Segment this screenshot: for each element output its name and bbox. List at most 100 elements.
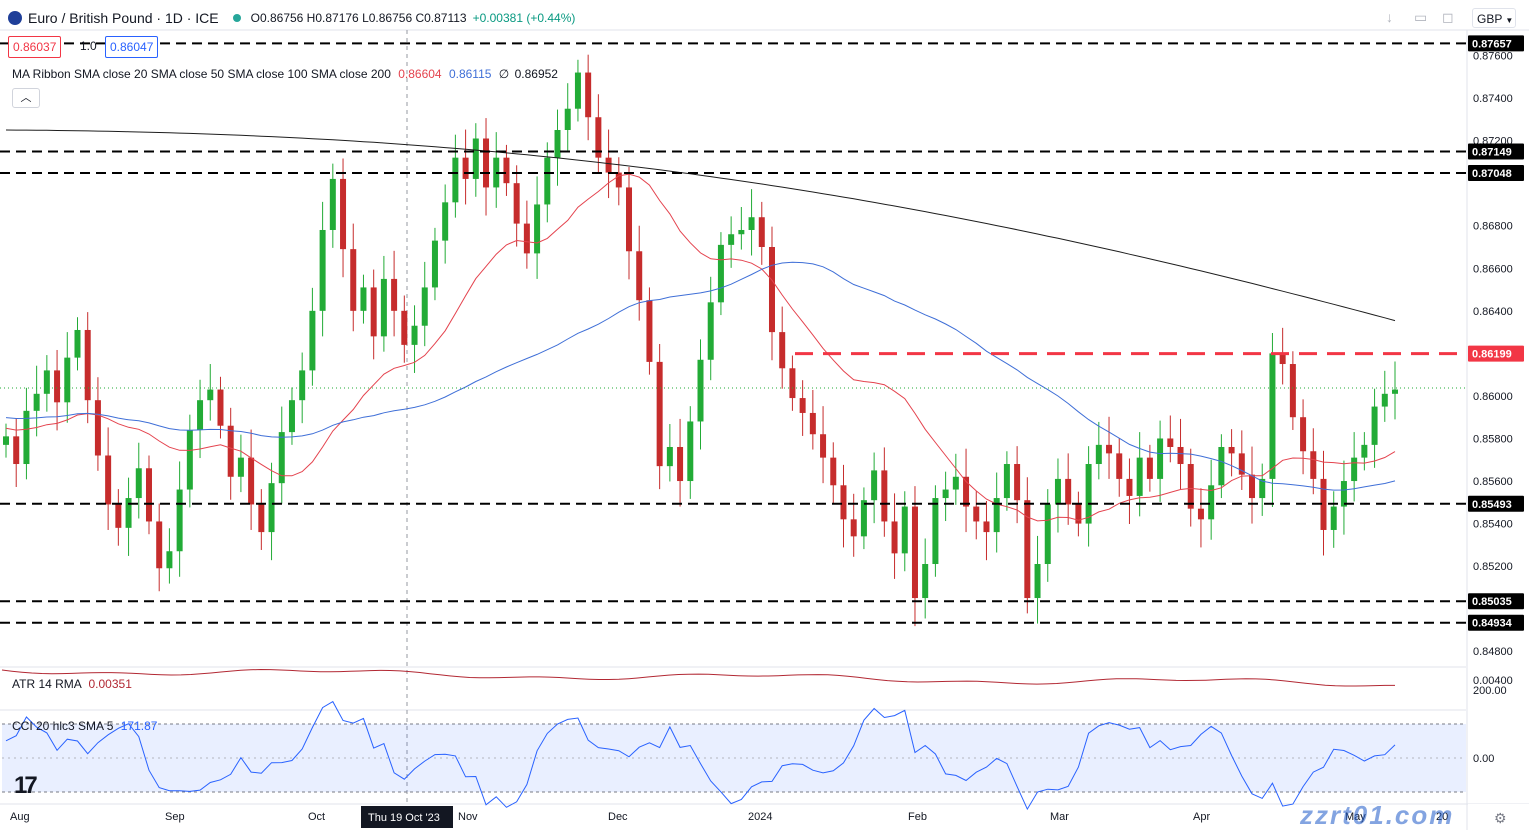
candle-body xyxy=(789,368,796,399)
candle-body xyxy=(717,244,724,303)
ma-ribbon-legend[interactable]: MA Ribbon SMA close 20 SMA close 50 SMA … xyxy=(12,67,558,81)
candle-body xyxy=(1371,406,1378,445)
candle-body xyxy=(1300,417,1307,452)
candle-body xyxy=(33,393,40,411)
cci-legend[interactable]: CCI 20 hlc3 SMA 5 171.87 xyxy=(12,719,157,733)
candle-body xyxy=(217,389,224,426)
price-level-tag xyxy=(1468,143,1524,160)
candle-body xyxy=(483,138,490,188)
time-tick-label: Nov xyxy=(458,811,478,823)
price-level-tag xyxy=(1468,614,1524,631)
candle-body xyxy=(23,410,30,465)
candle-body xyxy=(605,157,612,173)
candle-body xyxy=(74,329,81,358)
candle-body xyxy=(809,412,816,435)
currency-select[interactable]: GBP ▼ xyxy=(1472,8,1516,28)
sma50-line xyxy=(5,261,1396,491)
collapse-icon[interactable]: ▭ xyxy=(1414,9,1428,25)
price-tick-label: 0.86600 xyxy=(1473,263,1513,275)
candle-body xyxy=(646,300,653,362)
atr-legend[interactable]: ATR 14 RMA 0.00351 xyxy=(12,677,132,691)
atr-tick-label: 0.00400 xyxy=(1473,675,1513,687)
cci-label: CCI 20 hlc3 SMA 5 xyxy=(12,719,114,733)
time-tick-label: Oct xyxy=(308,811,325,823)
price-tick-label: 0.85400 xyxy=(1473,519,1513,531)
ohlc-values: O0.86756 H0.87176 L0.86756 C0.87113 xyxy=(250,11,467,25)
symbol-title[interactable]: Euro / British Pound · 1D · ICE xyxy=(28,10,219,26)
candle-body xyxy=(564,108,571,130)
candle-body xyxy=(94,400,101,456)
candle-body xyxy=(1054,478,1061,505)
arrow-down-icon[interactable]: ↓ xyxy=(1386,9,1393,25)
candle-body xyxy=(738,229,745,235)
price-level-tag xyxy=(1468,593,1524,610)
candle-body xyxy=(207,389,214,401)
cci-tick-label: 0.00 xyxy=(1473,753,1494,765)
price-tick-label: 0.86400 xyxy=(1473,306,1513,318)
price-tick-label: 0.85600 xyxy=(1473,476,1513,488)
cci-line xyxy=(5,700,1396,811)
price-level-tag-label: 0.87149 xyxy=(1472,146,1512,158)
candle-body xyxy=(84,329,91,401)
candle-body xyxy=(901,506,908,554)
time-tick-label: Apr xyxy=(1193,811,1210,823)
candle-body xyxy=(1157,438,1164,479)
chevron-up-icon: ︿ xyxy=(20,92,32,104)
candle-body xyxy=(391,278,398,311)
sell-price-button[interactable]: 0.86037 xyxy=(8,36,62,58)
atr-value: 0.00351 xyxy=(88,677,132,691)
candle-body xyxy=(1351,457,1358,482)
sma20-line xyxy=(5,173,1396,522)
candle-body xyxy=(299,370,306,401)
candle-body xyxy=(840,485,847,520)
candle-body xyxy=(380,278,387,337)
candle-body xyxy=(973,506,980,522)
candle-body xyxy=(442,202,449,241)
candle-body xyxy=(993,498,1000,533)
candle-body xyxy=(779,332,786,369)
candle-body xyxy=(952,476,959,490)
collapse-legend-button[interactable]: ︿ xyxy=(12,88,40,108)
candle-body xyxy=(145,468,152,522)
candle-body xyxy=(54,370,61,403)
candle-body xyxy=(615,172,622,188)
candle-body xyxy=(197,400,204,430)
candle-body xyxy=(319,229,326,311)
price-tick-label: 0.87400 xyxy=(1473,93,1513,105)
candle-body xyxy=(401,310,408,345)
sma100-value: ∅ xyxy=(498,67,510,81)
time-tick-label: Aug xyxy=(10,811,30,823)
watermark-logo xyxy=(1290,745,1520,791)
settings-gear-icon[interactable]: ⚙ xyxy=(1494,810,1507,826)
price-level-tag xyxy=(1468,345,1524,362)
candle-body xyxy=(983,521,990,533)
atr-line xyxy=(1,668,1395,687)
candle-body xyxy=(1310,451,1317,479)
candle-body xyxy=(860,500,867,537)
buy-price-button[interactable]: 0.86047 xyxy=(105,36,159,58)
currency-value: GBP xyxy=(1477,12,1503,26)
candle-body xyxy=(942,489,949,499)
candle-body xyxy=(758,217,765,248)
candle-body xyxy=(237,457,244,477)
candle-body xyxy=(1392,389,1398,394)
candle-body xyxy=(1340,481,1347,507)
candle-body xyxy=(176,489,183,552)
candle-body xyxy=(1269,353,1276,479)
atr-label: ATR 14 RMA xyxy=(12,677,82,691)
candle-body xyxy=(1361,444,1368,458)
candle-body xyxy=(830,457,837,486)
candle-body xyxy=(278,432,285,484)
candle-body xyxy=(309,310,316,371)
candle-body xyxy=(554,129,561,158)
price-level-tag-label: 0.87657 xyxy=(1472,38,1512,50)
candle-body xyxy=(1065,478,1072,505)
candle-body xyxy=(431,240,438,288)
candle-body xyxy=(728,234,735,245)
candle-body xyxy=(248,457,255,505)
maximize-icon[interactable]: ◻ xyxy=(1442,9,1454,25)
candle-body xyxy=(1024,500,1031,599)
candle-body xyxy=(677,446,684,482)
candle-body xyxy=(186,429,193,490)
